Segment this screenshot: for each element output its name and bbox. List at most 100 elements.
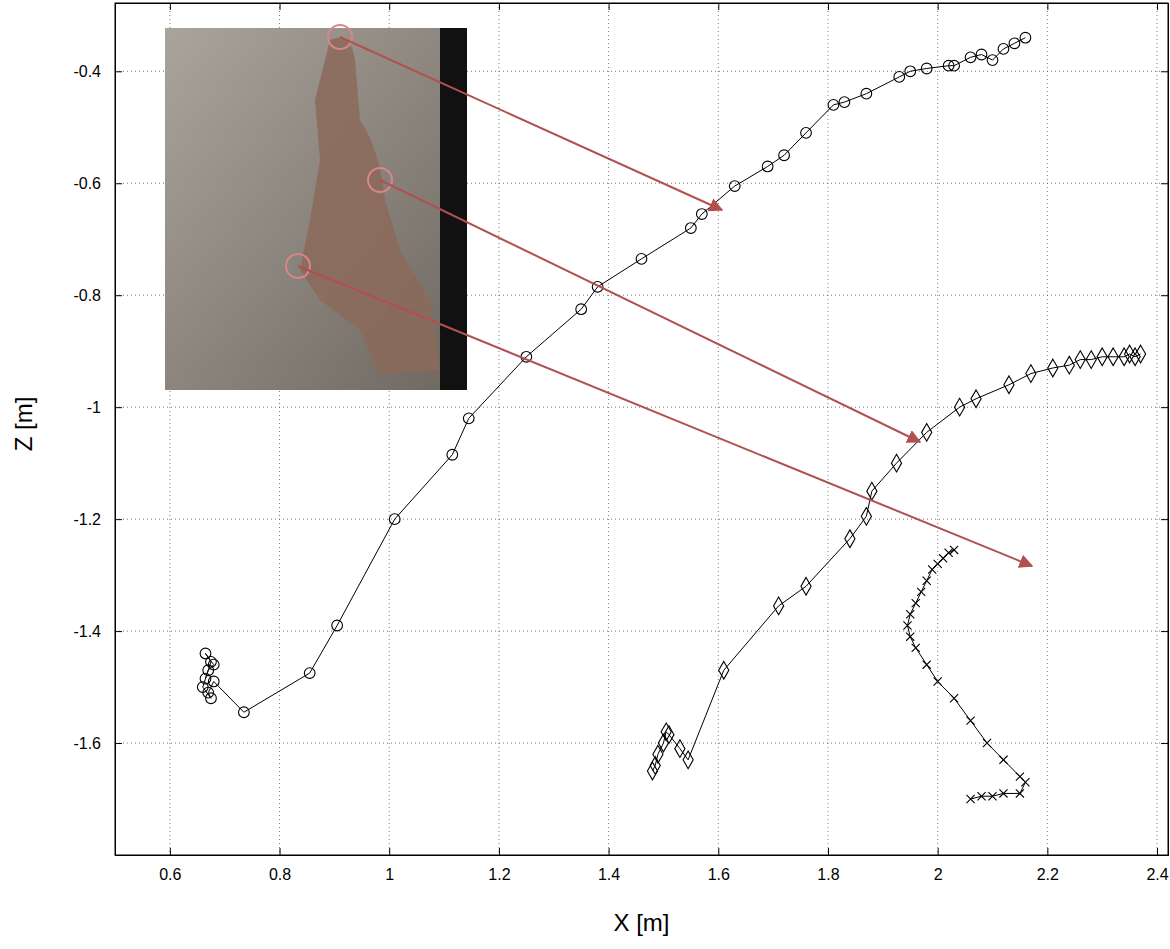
marker [965,52,976,63]
marker [1026,365,1036,383]
axis-line [116,848,1169,856]
marker [954,398,964,416]
tick: 2.2 [1037,848,1059,883]
tick [1161,295,1168,296]
marker [839,97,850,108]
marker [332,620,343,631]
tick-mark [115,407,122,408]
marker [943,60,954,71]
marker [1048,359,1058,377]
grid-line-x [1157,3,1158,855]
marker [1097,348,1107,366]
tick-label: 1.6 [708,866,730,883]
marker [987,55,998,66]
marker [966,795,974,803]
marker [683,751,693,769]
tick-mark [389,3,390,10]
marker [928,565,936,573]
marker [576,304,587,315]
marker [903,621,911,629]
y-axis-title: Z [m] [10,397,37,452]
tick-mark [1161,407,1168,408]
tick: 2 [934,848,943,883]
tick-label: 1 [385,866,394,883]
marker [999,789,1007,797]
marker [977,792,985,800]
tick: 1 [385,848,394,883]
grid-line-x [718,3,719,855]
tick-label: -1.2 [73,511,101,528]
marker [650,757,660,775]
y-axis-right [1161,4,1169,856]
tick: 1.6 [708,848,730,883]
marker [906,610,914,618]
marker [1064,356,1074,374]
tick: 2.4 [1146,848,1168,883]
tick [389,3,390,10]
tick-mark [1161,183,1168,184]
marker [999,756,1007,764]
marker [966,717,974,725]
marker [206,657,217,668]
tick: 1.8 [817,848,839,883]
marker [206,693,217,704]
marker [1108,348,1118,366]
tick-mark [1047,848,1048,855]
tick [1161,407,1168,408]
tick [828,3,829,10]
tick-mark [280,848,281,855]
marker [1130,348,1140,366]
marker [1004,376,1014,394]
tick-mark [938,3,939,10]
grid-line-x [608,3,609,855]
dummy-silhouette [300,38,440,376]
tick [1047,3,1048,10]
marker [675,740,685,758]
tick [280,3,281,10]
tick-mark [280,3,281,10]
tick-mark [115,519,122,520]
marker [1119,348,1129,366]
tick-mark [499,848,500,855]
marker [861,88,872,99]
marker [647,762,657,780]
photo-edge [440,28,467,390]
marker [774,597,784,615]
tick-label: 1.4 [598,866,620,883]
marker [906,633,914,641]
marker [1075,351,1085,369]
grid-line-x [1047,3,1048,855]
x-axis: 0.60.811.21.41.61.822.22.4 [116,848,1169,883]
axis-line [1161,4,1169,856]
tick: -1 [87,399,122,416]
tick-label: -1 [87,399,101,416]
marker [998,44,1009,55]
marker [845,530,855,548]
tick [1161,519,1168,520]
marker [208,659,219,670]
tick [718,3,719,10]
marker [976,49,987,60]
tick-mark [1161,743,1168,744]
marker [921,63,932,74]
tick-mark [718,3,719,10]
tick-mark [499,3,500,10]
grid [115,3,1168,855]
tick-mark [170,848,171,855]
tick [499,3,500,10]
marker [1021,778,1029,786]
trajectory-line [652,354,1140,771]
grid-line-y [115,519,1168,520]
tick-mark [828,848,829,855]
grid-line-x [827,3,828,855]
tick-mark [170,3,171,10]
tick-mark [828,3,829,10]
marker [1086,351,1096,369]
marker [905,66,916,77]
marker [762,161,773,172]
tick-label: -0.6 [73,175,101,192]
marker [867,482,877,500]
tick-mark [1161,71,1168,72]
tick-label: -1.4 [73,623,101,640]
marker [923,661,931,669]
